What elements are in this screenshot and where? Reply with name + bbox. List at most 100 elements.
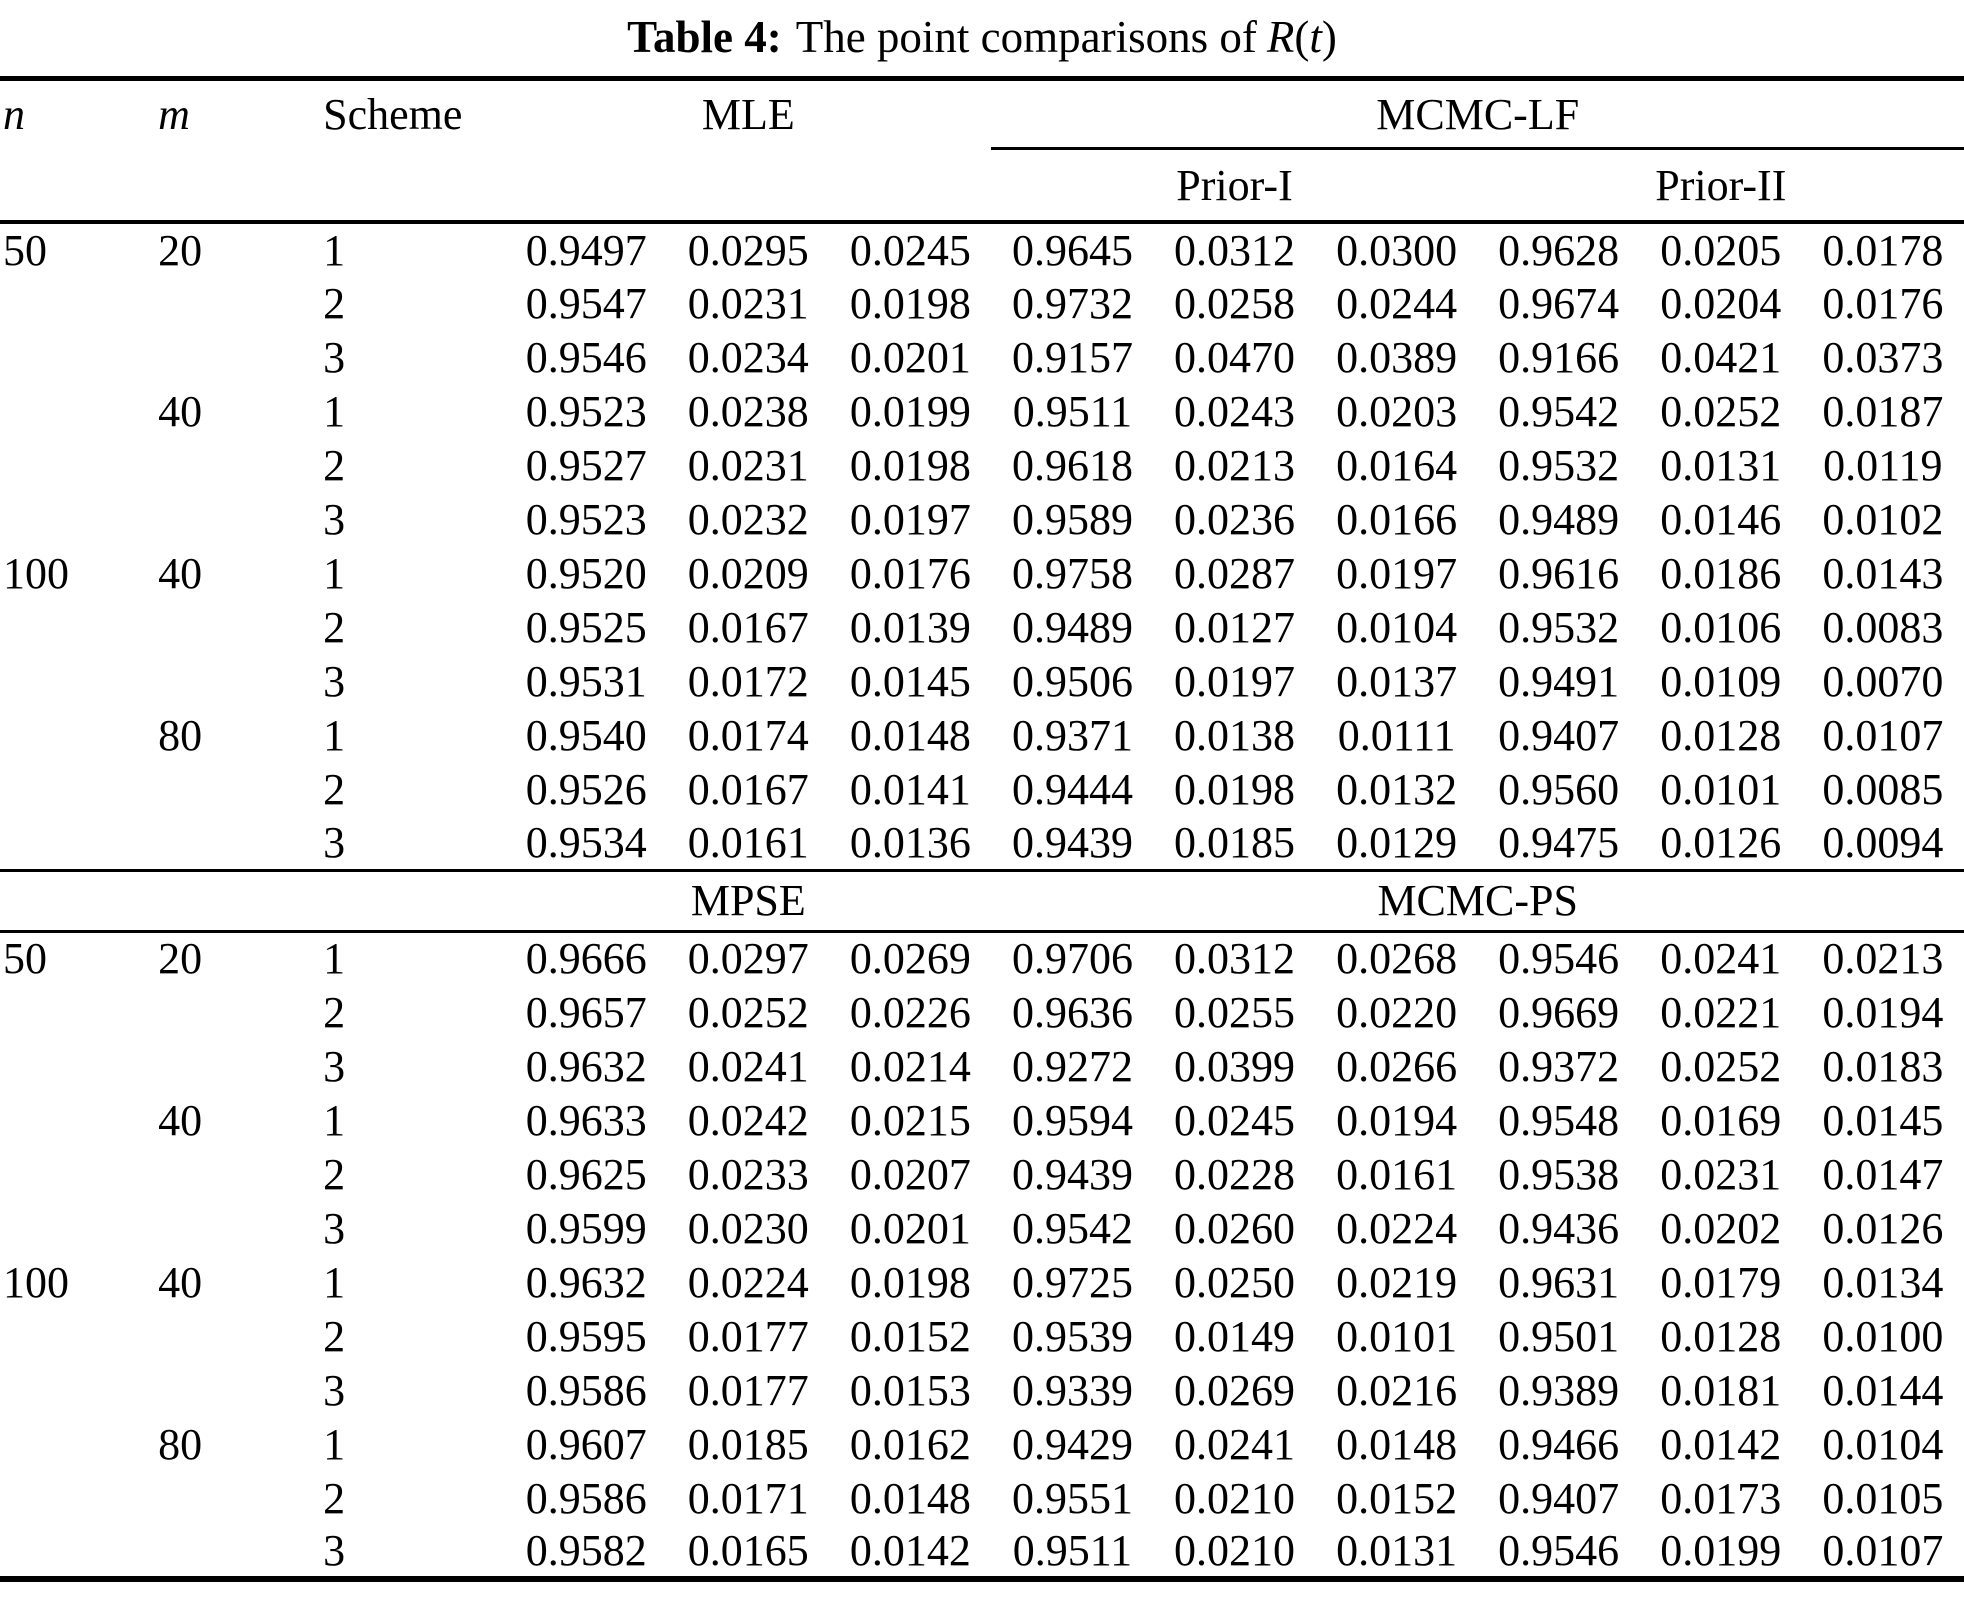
cell-scheme: 1 (323, 1257, 346, 1307)
cell-value: 0.9539 (1011, 1311, 1133, 1361)
table-row: 80 1 0.9607 0.0185 0.0162 0.9429 0.0241 0.0148 0… (0, 1417, 1964, 1471)
cell-value: 0.9372 (1498, 1041, 1620, 1091)
cell-value: 0.0070 (1822, 656, 1944, 706)
caption-text: The point comparisons of (795, 12, 1257, 62)
cell-value: 0.0241 (1660, 934, 1782, 984)
cell-value: 0.9439 (1011, 1149, 1133, 1199)
cell-value: 0.0252 (1660, 1041, 1782, 1091)
cell-value: 0.0216 (1336, 1365, 1458, 1415)
table-row: 2 0.9657 0.0252 0.0226 0.9636 0.0255 0.0220 0.9… (0, 985, 1964, 1039)
cell-value: 0.0131 (1315, 1525, 1478, 1582)
cell-value: 0.0185 (1174, 817, 1296, 867)
cell-value: 0.9491 (1498, 656, 1620, 706)
cell-value: 0.0146 (1660, 494, 1782, 544)
cell-value: 0.9534 (525, 817, 647, 867)
cell-value: 0.9582 (505, 1525, 668, 1582)
cell-value: 0.0101 (1660, 764, 1782, 814)
cell-value: 0.9547 (525, 278, 647, 328)
cell-scheme: 3 (313, 1525, 506, 1582)
cell-value: 0.0126 (1822, 1203, 1944, 1253)
table-row: 2 0.9625 0.0233 0.0207 0.9439 0.0228 0.0161 0.9… (0, 1147, 1964, 1201)
cell-value: 0.0312 (1174, 934, 1296, 984)
cell-value: 0.9429 (1011, 1419, 1133, 1469)
cell-value: 0.9758 (1011, 548, 1133, 598)
cell-value: 0.0119 (1823, 440, 1943, 490)
cell-value: 0.9674 (1498, 278, 1620, 328)
table-row: 3 0.9586 0.0177 0.0153 0.9339 0.0269 0.0216 0.9… (0, 1363, 1964, 1417)
cell-value: 0.0164 (1336, 440, 1458, 490)
cell-value: 0.0132 (1336, 764, 1458, 814)
cell-value: 0.0198 (849, 278, 971, 328)
cell-value: 0.9542 (1498, 386, 1620, 436)
cell-value: 0.0186 (1660, 548, 1782, 598)
cell-m (155, 1525, 314, 1582)
cell-scheme: 3 (323, 494, 346, 544)
cell-n (0, 276, 155, 330)
cell-value: 0.0104 (1822, 1419, 1944, 1469)
cell-value: 0.0145 (849, 656, 971, 706)
cell-value: 0.0143 (1822, 548, 1944, 598)
cell-value: 0.9546 (525, 332, 647, 382)
header-row-methods-2: MPSE MCMC-PS (0, 868, 1964, 933)
cell-value: 0.0137 (1336, 656, 1458, 706)
cell-value: 0.9526 (525, 764, 647, 814)
cell-scheme: 2 (323, 278, 346, 328)
cell-m (155, 762, 313, 816)
cell-n (0, 708, 155, 762)
cell-value: 0.9636 (1011, 987, 1133, 1037)
cell-value: 0.9599 (525, 1203, 647, 1253)
table-row: 2 0.9595 0.0177 0.0152 0.9539 0.0149 0.0101 0.9… (0, 1309, 1964, 1363)
table-row: 3 0.9523 0.0232 0.0197 0.9589 0.0236 0.0166 0.9… (0, 492, 1964, 546)
col-header-scheme: Scheme (313, 76, 506, 149)
cell-value: 0.0183 (1822, 1041, 1944, 1091)
cell-value: 0.0204 (1660, 278, 1782, 328)
cell-value: 0.9540 (525, 710, 647, 760)
cell-value: 0.0128 (1660, 1311, 1782, 1361)
cell-value: 0.0238 (687, 386, 809, 436)
cell-value: 0.0109 (1660, 656, 1782, 706)
cell-value: 0.0138 (1174, 710, 1296, 760)
cell-value: 0.0101 (1336, 1311, 1458, 1361)
cell-scheme: 1 (323, 710, 346, 760)
cell-n: 100 (3, 1257, 69, 1307)
cell-m: 80 (158, 1419, 203, 1469)
cell-n (0, 654, 155, 708)
cell-value: 0.0220 (1336, 987, 1458, 1037)
cell-value: 0.0139 (849, 602, 971, 652)
cell-value: 0.0241 (1174, 1419, 1296, 1469)
cell-value: 0.0185 (687, 1419, 809, 1469)
comparison-table: n m Scheme MLE MCMC-LF Prior-I Prior-II … (0, 76, 1964, 1582)
cell-value: 0.0179 (1660, 1257, 1782, 1307)
caption-paren-close: ) (1321, 12, 1337, 62)
cell-scheme: 2 (323, 602, 346, 652)
cell-value: 0.0194 (1336, 1095, 1458, 1145)
cell-value: 0.0107 (1801, 1525, 1964, 1582)
cell-value: 0.9501 (1498, 1311, 1620, 1361)
cell-value: 0.0145 (1822, 1095, 1944, 1145)
cell-value: 0.0178 (1801, 220, 1964, 276)
cell-value: 0.0205 (1639, 220, 1802, 276)
cell-value: 0.9371 (1011, 710, 1133, 760)
cell-scheme: 2 (323, 440, 346, 490)
cell-scheme: 3 (323, 1365, 346, 1415)
cell-value: 0.0134 (1822, 1257, 1944, 1307)
cell-value: 0.9166 (1498, 332, 1620, 382)
cell-value: 0.0224 (687, 1257, 809, 1307)
cell-m: 80 (158, 710, 203, 760)
caption-label: Table 4: (627, 12, 782, 62)
cell-value: 0.0102 (1822, 494, 1944, 544)
cell-value: 0.9475 (1498, 817, 1620, 867)
caption-math-t: t (1309, 12, 1322, 62)
cell-value: 0.0162 (849, 1419, 971, 1469)
col-header-m: m (155, 76, 314, 149)
cell-value: 0.0169 (1660, 1095, 1782, 1145)
method-header-mcmc-lf: MCMC-LF (991, 76, 1964, 150)
table-row: 50 20 1 0.9497 0.0295 0.0245 0.9645 0.0312 0.030… (0, 220, 1964, 276)
cell-n: 100 (3, 548, 69, 598)
section-2-body: 50 20 1 0.9666 0.0297 0.0269 0.9706 0.0312 0.026… (0, 931, 1964, 1582)
cell-value: 0.0111 (1337, 710, 1456, 760)
cell-m (155, 1309, 313, 1363)
cell-value: 0.0171 (687, 1473, 809, 1523)
cell-value: 0.0197 (849, 494, 971, 544)
cell-value: 0.9618 (1011, 440, 1133, 490)
